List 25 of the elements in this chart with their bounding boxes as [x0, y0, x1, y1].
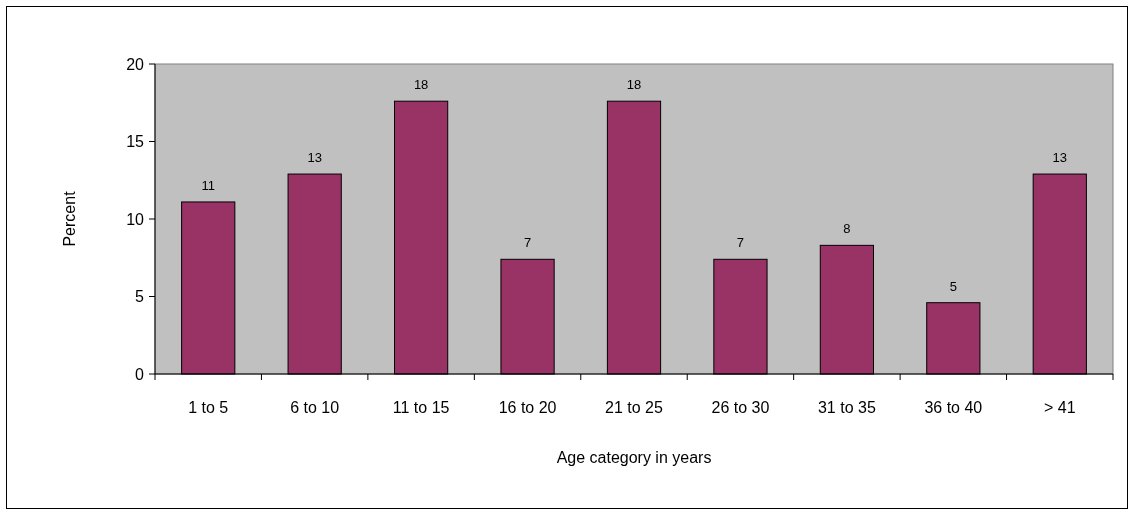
x-tick-label: 11 to 15	[392, 399, 450, 416]
data-label: 18	[626, 77, 642, 93]
data-label: 13	[307, 150, 322, 166]
data-label: 7	[736, 235, 745, 251]
y-axis-title: Percent	[61, 190, 78, 247]
x-tick-label: 16 to 20	[498, 399, 557, 416]
data-label: 18	[413, 77, 429, 93]
y-tick-label: 20	[126, 55, 145, 73]
x-tick-label: 26 to 30	[711, 399, 770, 416]
y-tick-label: 0	[135, 365, 145, 383]
y-tick-label: 10	[126, 210, 145, 228]
data-label: 5	[949, 278, 957, 294]
x-tick-label: 31 to 35	[817, 399, 876, 416]
data-label: 8	[843, 221, 851, 237]
x-tick-label: 21 to 25	[605, 399, 664, 416]
data-label: 11	[201, 177, 215, 193]
data-label: 13	[1052, 150, 1068, 166]
x-tick-label: 1 to 5	[188, 399, 229, 416]
y-tick-label: 15	[126, 133, 145, 151]
x-tick-label: > 41	[1043, 399, 1076, 416]
x-axis-title: Age category in years	[556, 449, 712, 466]
data-label: 7	[523, 235, 532, 251]
y-tick-label: 5	[135, 288, 145, 306]
x-tick-label: 6 to 10	[290, 399, 340, 416]
x-tick-label: 36 to 40	[924, 399, 983, 416]
